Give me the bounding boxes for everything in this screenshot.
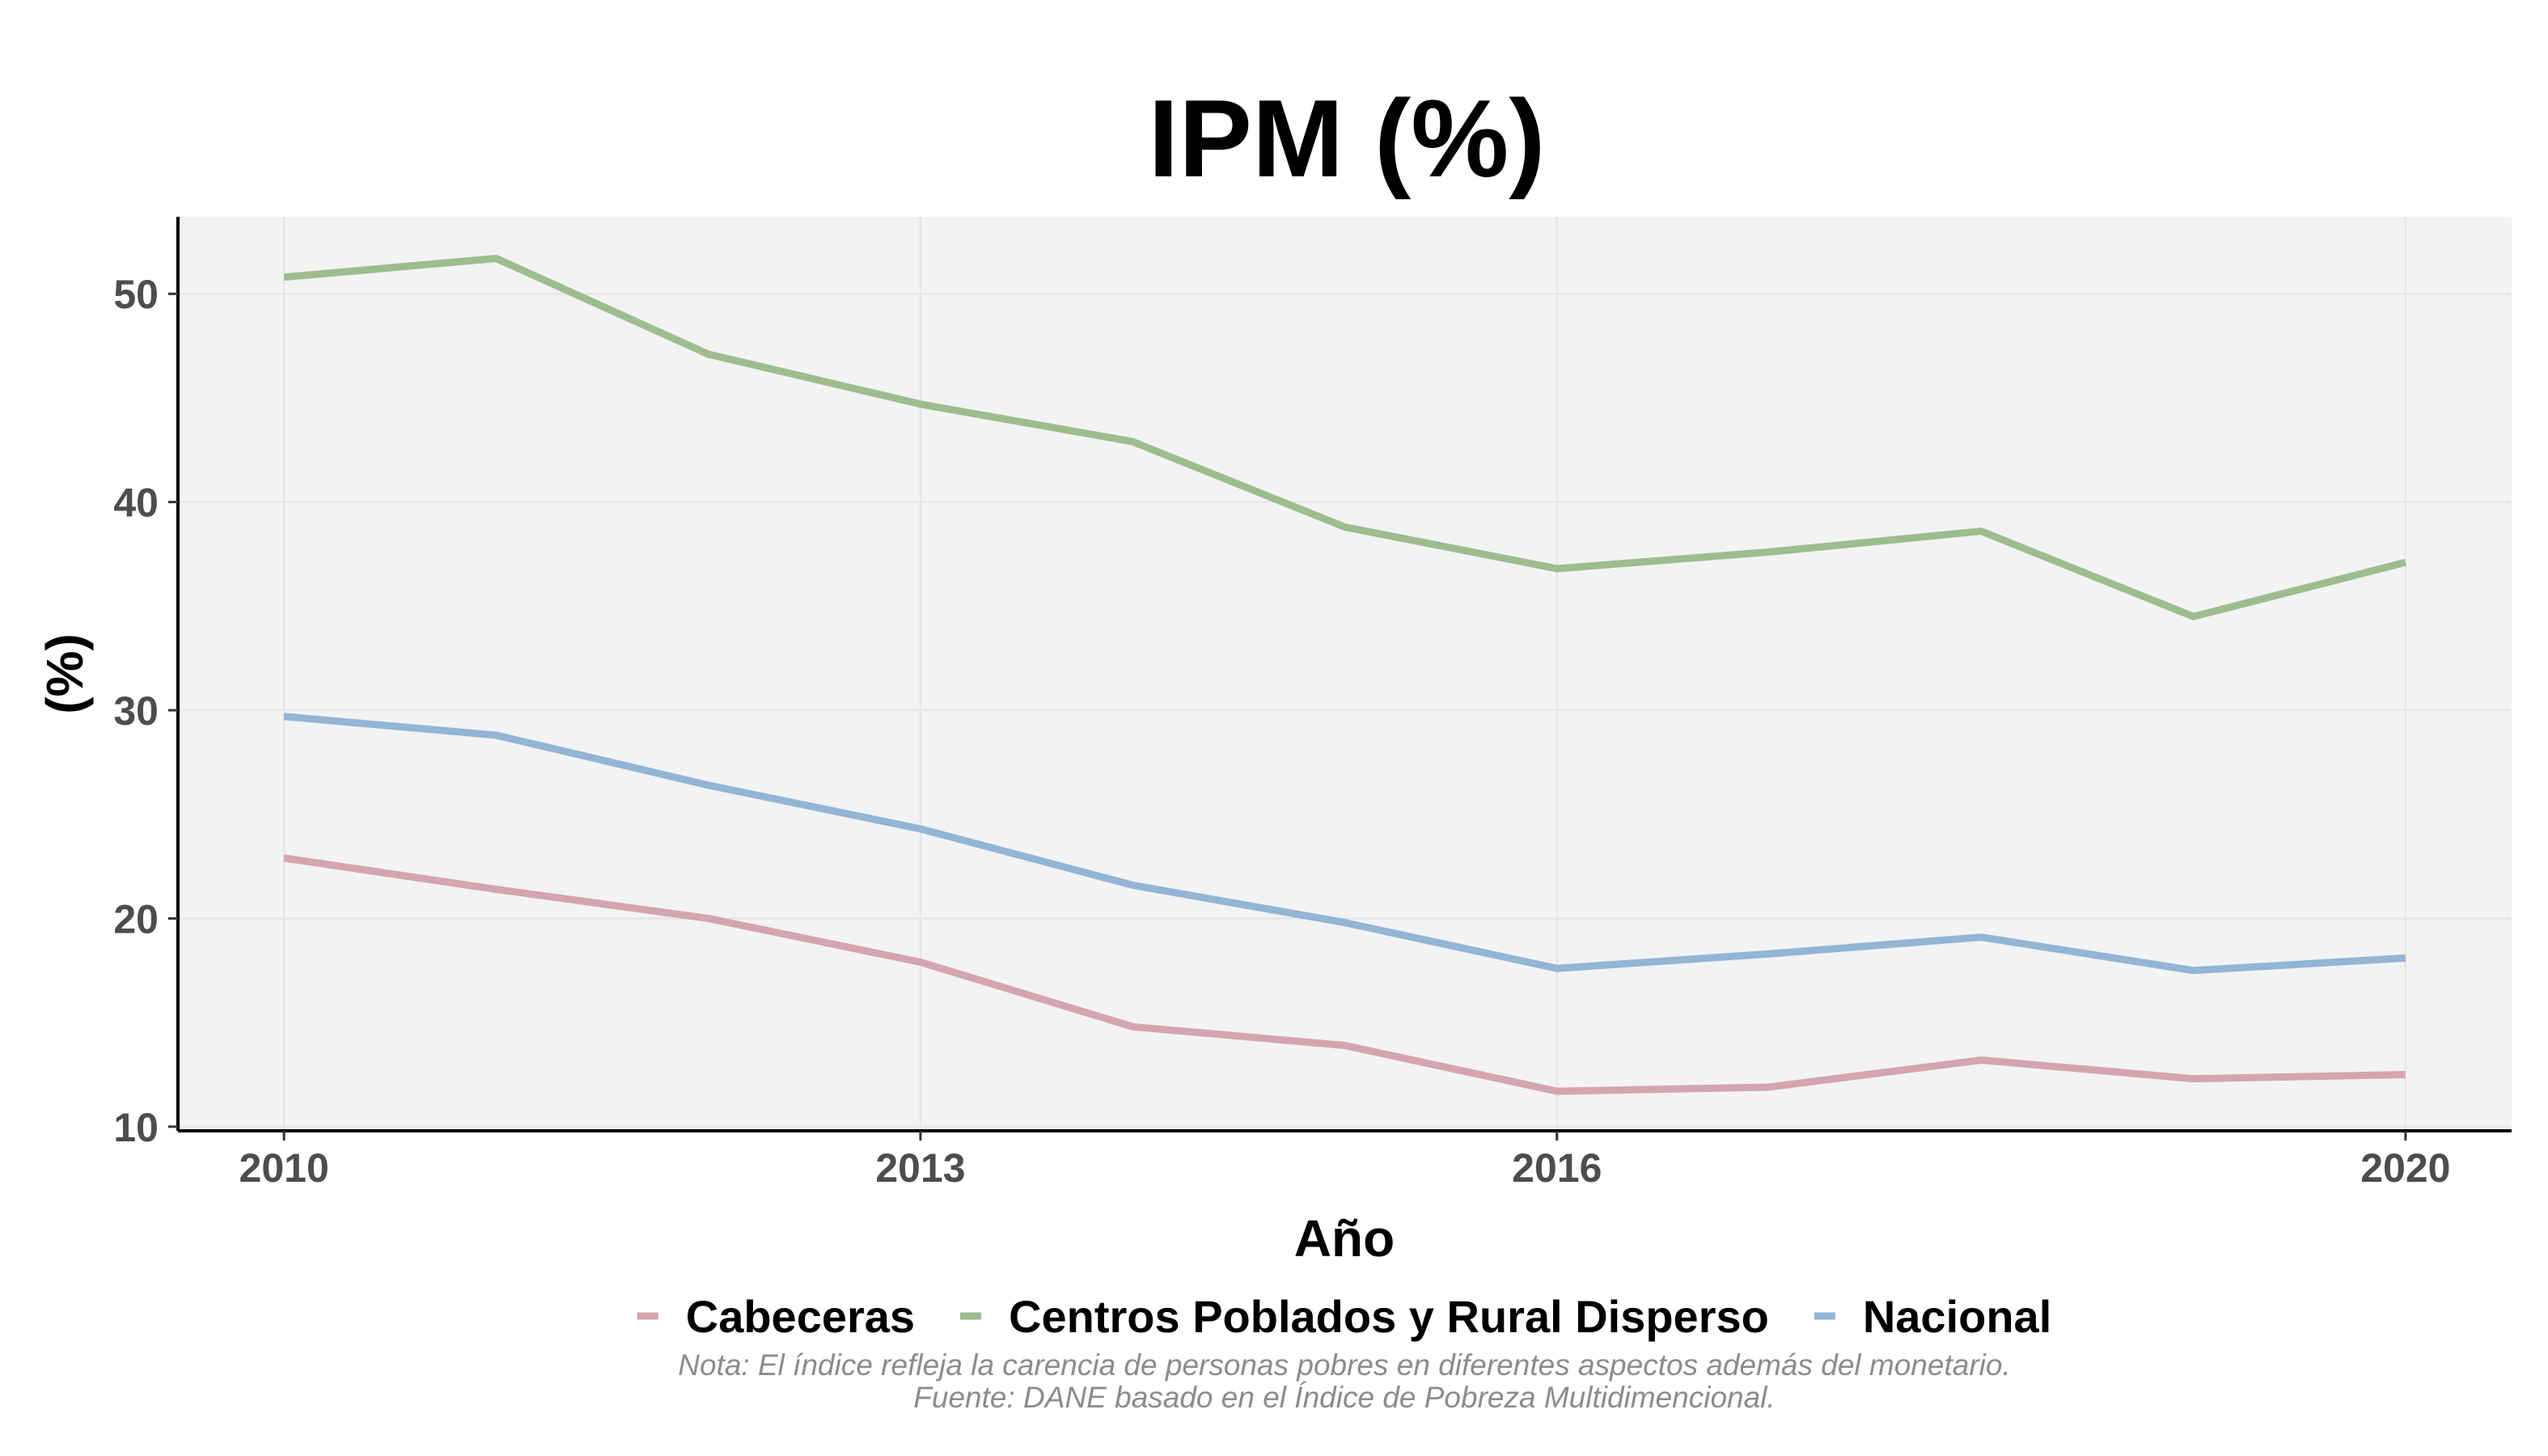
legend-label-0: Cabeceras bbox=[686, 1291, 915, 1342]
legend-item-1: Centros Poblados y Rural Disperso bbox=[960, 1291, 1769, 1342]
series-lines bbox=[283, 254, 2406, 1095]
legend-item-2: Nacional bbox=[1814, 1291, 2051, 1342]
chart-title: IPM (%) bbox=[1148, 77, 1545, 200]
plot-panel bbox=[178, 217, 2512, 1131]
series-line-1 bbox=[283, 254, 2406, 620]
y-tick-label: 20 bbox=[113, 896, 159, 942]
series-line-2 bbox=[283, 713, 2406, 975]
series-line-0 bbox=[283, 854, 2406, 1095]
x-tick-label: 2013 bbox=[875, 1145, 965, 1191]
legend-label-1: Centros Poblados y Rural Disperso bbox=[1009, 1291, 1769, 1342]
y-tick-label: 50 bbox=[113, 272, 159, 317]
x-tick-label: 2016 bbox=[1512, 1145, 1602, 1191]
caption-source: Fuente: DANE basado en el Índice de Pobr… bbox=[913, 1381, 1775, 1414]
x-tick-label: 2020 bbox=[2360, 1145, 2450, 1191]
x-axis-ticks: 2010 2013 2016 2020 bbox=[239, 1131, 2450, 1191]
x-axis-title: Año bbox=[1294, 1209, 1395, 1268]
y-tick-label: 40 bbox=[113, 480, 159, 526]
y-tick-label: 30 bbox=[113, 688, 159, 734]
legend: Cabeceras Centros Poblados y Rural Disper… bbox=[637, 1291, 2051, 1342]
y-axis-ticks: 10 20 30 40 50 bbox=[113, 272, 178, 1150]
legend-label-2: Nacional bbox=[1863, 1291, 2051, 1342]
caption-note: Nota: El índice refleja la carencia de p… bbox=[678, 1348, 2010, 1382]
y-axis-title: (%) bbox=[36, 633, 94, 714]
legend-item-0: Cabeceras bbox=[637, 1291, 915, 1342]
x-tick-label: 2010 bbox=[239, 1145, 329, 1191]
y-tick-label: 10 bbox=[113, 1105, 159, 1150]
